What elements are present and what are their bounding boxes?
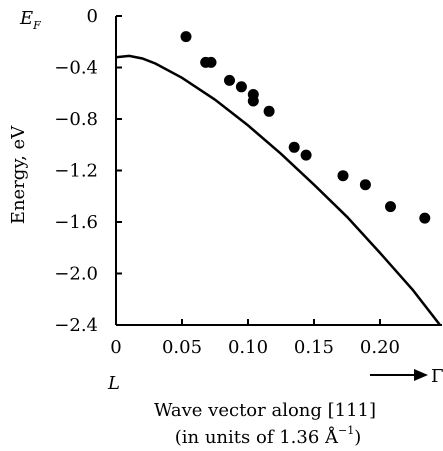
x-tick-label: 0.15 <box>294 337 334 358</box>
theory-curve <box>116 54 442 325</box>
x-end-label: Γ <box>431 366 443 387</box>
data-point <box>224 74 235 86</box>
x-axis-units: (in units of 1.36 Å−1) <box>175 424 362 448</box>
data-point <box>247 95 259 107</box>
x-tick-label: 0 <box>110 337 121 358</box>
fermi-level-subscript: F <box>32 19 41 32</box>
fermi-level-main: E <box>19 8 33 29</box>
x-direction-arrow <box>370 369 428 381</box>
x-tick-label: 0.05 <box>162 337 202 358</box>
axis-labels: Energy, eV EF L Γ Wave vector along [111… <box>8 8 443 448</box>
y-tick-label: 0 <box>87 6 98 27</box>
data-point <box>385 201 396 213</box>
fermi-level-label: EF <box>19 8 41 32</box>
y-tick-label: −0.4 <box>54 58 98 79</box>
x-axis-units-exponent: −1 <box>338 424 354 437</box>
y-tick-label: −0.8 <box>54 109 98 130</box>
data-point <box>235 81 247 93</box>
data-point <box>288 141 300 153</box>
x-tick-label: 0.20 <box>360 337 400 358</box>
x-axis-title: Wave vector along [111] <box>154 400 376 421</box>
x-start-label: L <box>107 373 120 394</box>
y-tick-label: −1.6 <box>54 212 98 233</box>
x-axis-units-suffix: ) <box>354 427 361 448</box>
x-direction-arrowhead <box>414 369 428 381</box>
y-axis-title: Energy, eV <box>8 125 29 224</box>
data-point <box>337 170 349 182</box>
data-point <box>300 149 312 161</box>
x-tick-label: 0.10 <box>228 337 268 358</box>
data-point <box>359 179 371 191</box>
y-tick-label: −2.4 <box>54 315 98 336</box>
y-tick-label: −2.0 <box>54 264 98 285</box>
x-axis-units-prefix: (in units of 1.36 Å <box>175 426 339 448</box>
data-point <box>263 105 275 117</box>
data-point <box>180 31 192 43</box>
plot-marks <box>116 31 442 325</box>
axes: 0 −0.4 −0.8 −1.2 −1.6 −2.0 −2.4 0 0.05 0.10 0.15 0.… <box>54 6 442 358</box>
y-tick-label: −1.2 <box>54 161 98 182</box>
data-point <box>419 212 431 224</box>
data-point <box>205 56 217 68</box>
